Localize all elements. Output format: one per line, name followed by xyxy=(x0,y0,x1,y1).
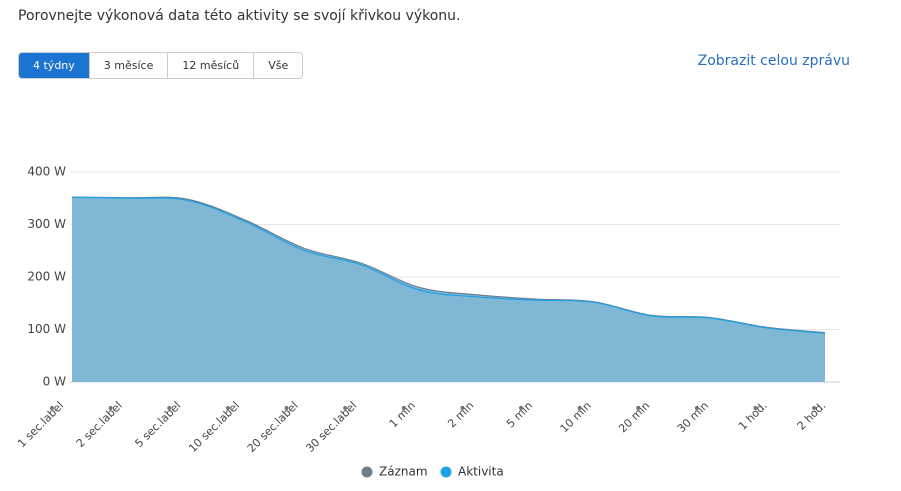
x-tick-dot xyxy=(518,406,523,410)
x-tick-dot xyxy=(225,406,230,410)
y-tick-label: 200 W xyxy=(27,270,66,284)
x-tick-label: 10 min xyxy=(558,399,594,435)
tab[interactable]: 3 měsíce xyxy=(89,53,169,78)
x-tick-label: 1 sec.label xyxy=(15,399,66,450)
x-tick-dot xyxy=(108,406,113,410)
x-tick-label: 10 sec.label xyxy=(186,399,242,455)
x-tick-label: 1 min xyxy=(387,399,418,430)
line xyxy=(71,196,826,334)
tab[interactable]: 12 měsíců xyxy=(168,53,255,78)
x-tick-label: 5 min xyxy=(504,399,535,430)
y-tick-label: 100 W xyxy=(27,322,66,336)
x-tick-dot xyxy=(636,406,641,410)
x-tick-dot xyxy=(284,406,289,410)
legend-label: Aktivita xyxy=(458,465,504,479)
legend-marker xyxy=(361,466,373,478)
x-tick-dot xyxy=(812,406,817,410)
y-tick-label: 400 W xyxy=(27,165,66,179)
tab[interactable]: 4 týdny xyxy=(19,53,90,78)
x-tick-dot xyxy=(401,406,406,410)
x-tick-dot xyxy=(460,406,465,410)
x-tick-dot xyxy=(577,406,582,410)
header-title: Porovnejte výkonová data této aktivity s… xyxy=(18,8,461,24)
y-tick-label: 0 W xyxy=(43,375,66,389)
x-tick-label: 20 min xyxy=(616,399,652,435)
legend-marker xyxy=(440,466,452,478)
x-tick-label: 2 hod. xyxy=(795,399,829,433)
x-tick-label: 30 sec.label xyxy=(303,399,359,455)
x-tick-dot xyxy=(167,406,172,410)
x-tick-label: 20 sec.label xyxy=(245,399,301,455)
report-link[interactable]: Zobrazit celou zprávu xyxy=(697,53,850,69)
x-tick-label: 30 min xyxy=(675,399,711,435)
area xyxy=(72,197,825,382)
x-tick-label: 1 hod. xyxy=(736,399,770,433)
x-tick-dot xyxy=(50,406,54,410)
y-tick-label: 300 W xyxy=(27,217,66,231)
legend-label: Záznam xyxy=(379,465,428,479)
x-tick-dot xyxy=(343,406,348,410)
tab[interactable]: Vše xyxy=(254,53,303,78)
x-tick-label: 2 min xyxy=(445,399,476,430)
x-tick-label: 5 sec.label xyxy=(132,399,183,450)
x-tick-dot xyxy=(753,406,758,410)
x-tick-label: 2 sec.label xyxy=(74,399,125,450)
tab-bar: 4 týdny 3 měsíce 12 měsíců Vše xyxy=(18,52,304,79)
x-tick-dot xyxy=(694,406,699,410)
